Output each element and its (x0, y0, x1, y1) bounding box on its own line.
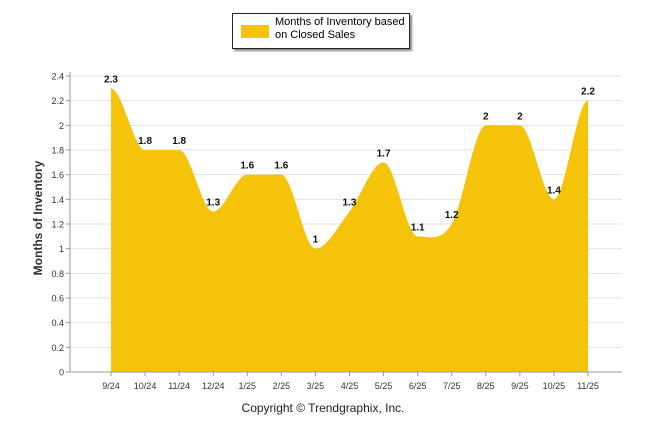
x-tick-label: 11/24 (168, 381, 190, 391)
x-tick-label: 4/25 (341, 381, 359, 391)
x-tick-label: 9/24 (102, 381, 120, 391)
x-tick-label: 8/25 (477, 381, 495, 391)
x-tick-label: 5/25 (375, 381, 393, 391)
data-label: 1.6 (274, 161, 288, 172)
y-tick-label: 2.4 (51, 72, 64, 82)
y-axis-title: Months of Inventory (31, 160, 45, 275)
y-tick-label: 2 (59, 121, 64, 131)
x-tick-label: 10/25 (543, 381, 566, 391)
copyright-footer: Copyright © Trendgraphix, Inc. (241, 401, 405, 415)
y-tick-label: 1.6 (51, 170, 64, 180)
data-label: 2.2 (581, 87, 595, 98)
data-label: 1.4 (547, 185, 561, 196)
y-tick-label: 2.2 (51, 96, 64, 106)
legend: Months of Inventory based on Closed Sale… (232, 13, 410, 49)
x-tick-label: 7/25 (443, 381, 461, 391)
data-labels: 2.3 1.8 1.8 1.3 1.6 1.6 1 1.3 1.7 1.1 1.2 2 2 1.4 2.2 (104, 74, 595, 245)
data-label: 1.2 (445, 210, 459, 221)
legend-label: Months of Inventory based on Closed Sale… (275, 16, 405, 41)
data-label: 2 (483, 111, 489, 122)
y-tick-label: 1.8 (51, 146, 64, 156)
data-label: 1.1 (411, 222, 425, 233)
legend-swatch (241, 25, 269, 38)
x-tick-label: 2/25 (273, 381, 291, 391)
x-tick-label: 3/25 (307, 381, 325, 391)
x-tick-label: 11/25 (577, 381, 599, 391)
x-tick-label: 1/25 (239, 381, 257, 391)
data-label: 1.3 (343, 198, 357, 209)
y-tick-label: 0.8 (51, 269, 64, 279)
x-tick-label: 9/25 (511, 381, 529, 391)
data-label: 1.3 (206, 198, 220, 209)
y-tick-label: 0.2 (51, 343, 64, 353)
data-label: 2 (517, 111, 523, 122)
y-tick-label: 1 (59, 244, 64, 254)
y-tick-labels: 0 0.2 0.4 0.6 0.8 1 1.2 1.4 1.6 1.8 2 2.2 2.4 (51, 72, 64, 378)
x-tick-labels: 9/24 10/24 11/24 12/24 1/25 2/25 3/25 4/25 5/25 6… (102, 372, 599, 391)
y-tick-label: 0 (59, 368, 64, 378)
y-tick-label: 0.4 (51, 318, 64, 328)
x-tick-label: 10/24 (134, 381, 157, 391)
data-label: 1.8 (172, 136, 186, 147)
data-label: 1 (313, 235, 319, 246)
data-label: 1.7 (377, 148, 391, 159)
data-label: 2.3 (104, 74, 118, 85)
data-label: 1.6 (240, 161, 254, 172)
x-tick-label: 12/24 (202, 381, 225, 391)
y-tick-label: 0.6 (51, 294, 64, 304)
data-label: 1.8 (138, 136, 152, 147)
x-tick-label: 6/25 (409, 381, 427, 391)
y-tick-label: 1.4 (51, 195, 64, 205)
y-tick-label: 1.2 (51, 220, 64, 230)
series-area (111, 88, 588, 372)
